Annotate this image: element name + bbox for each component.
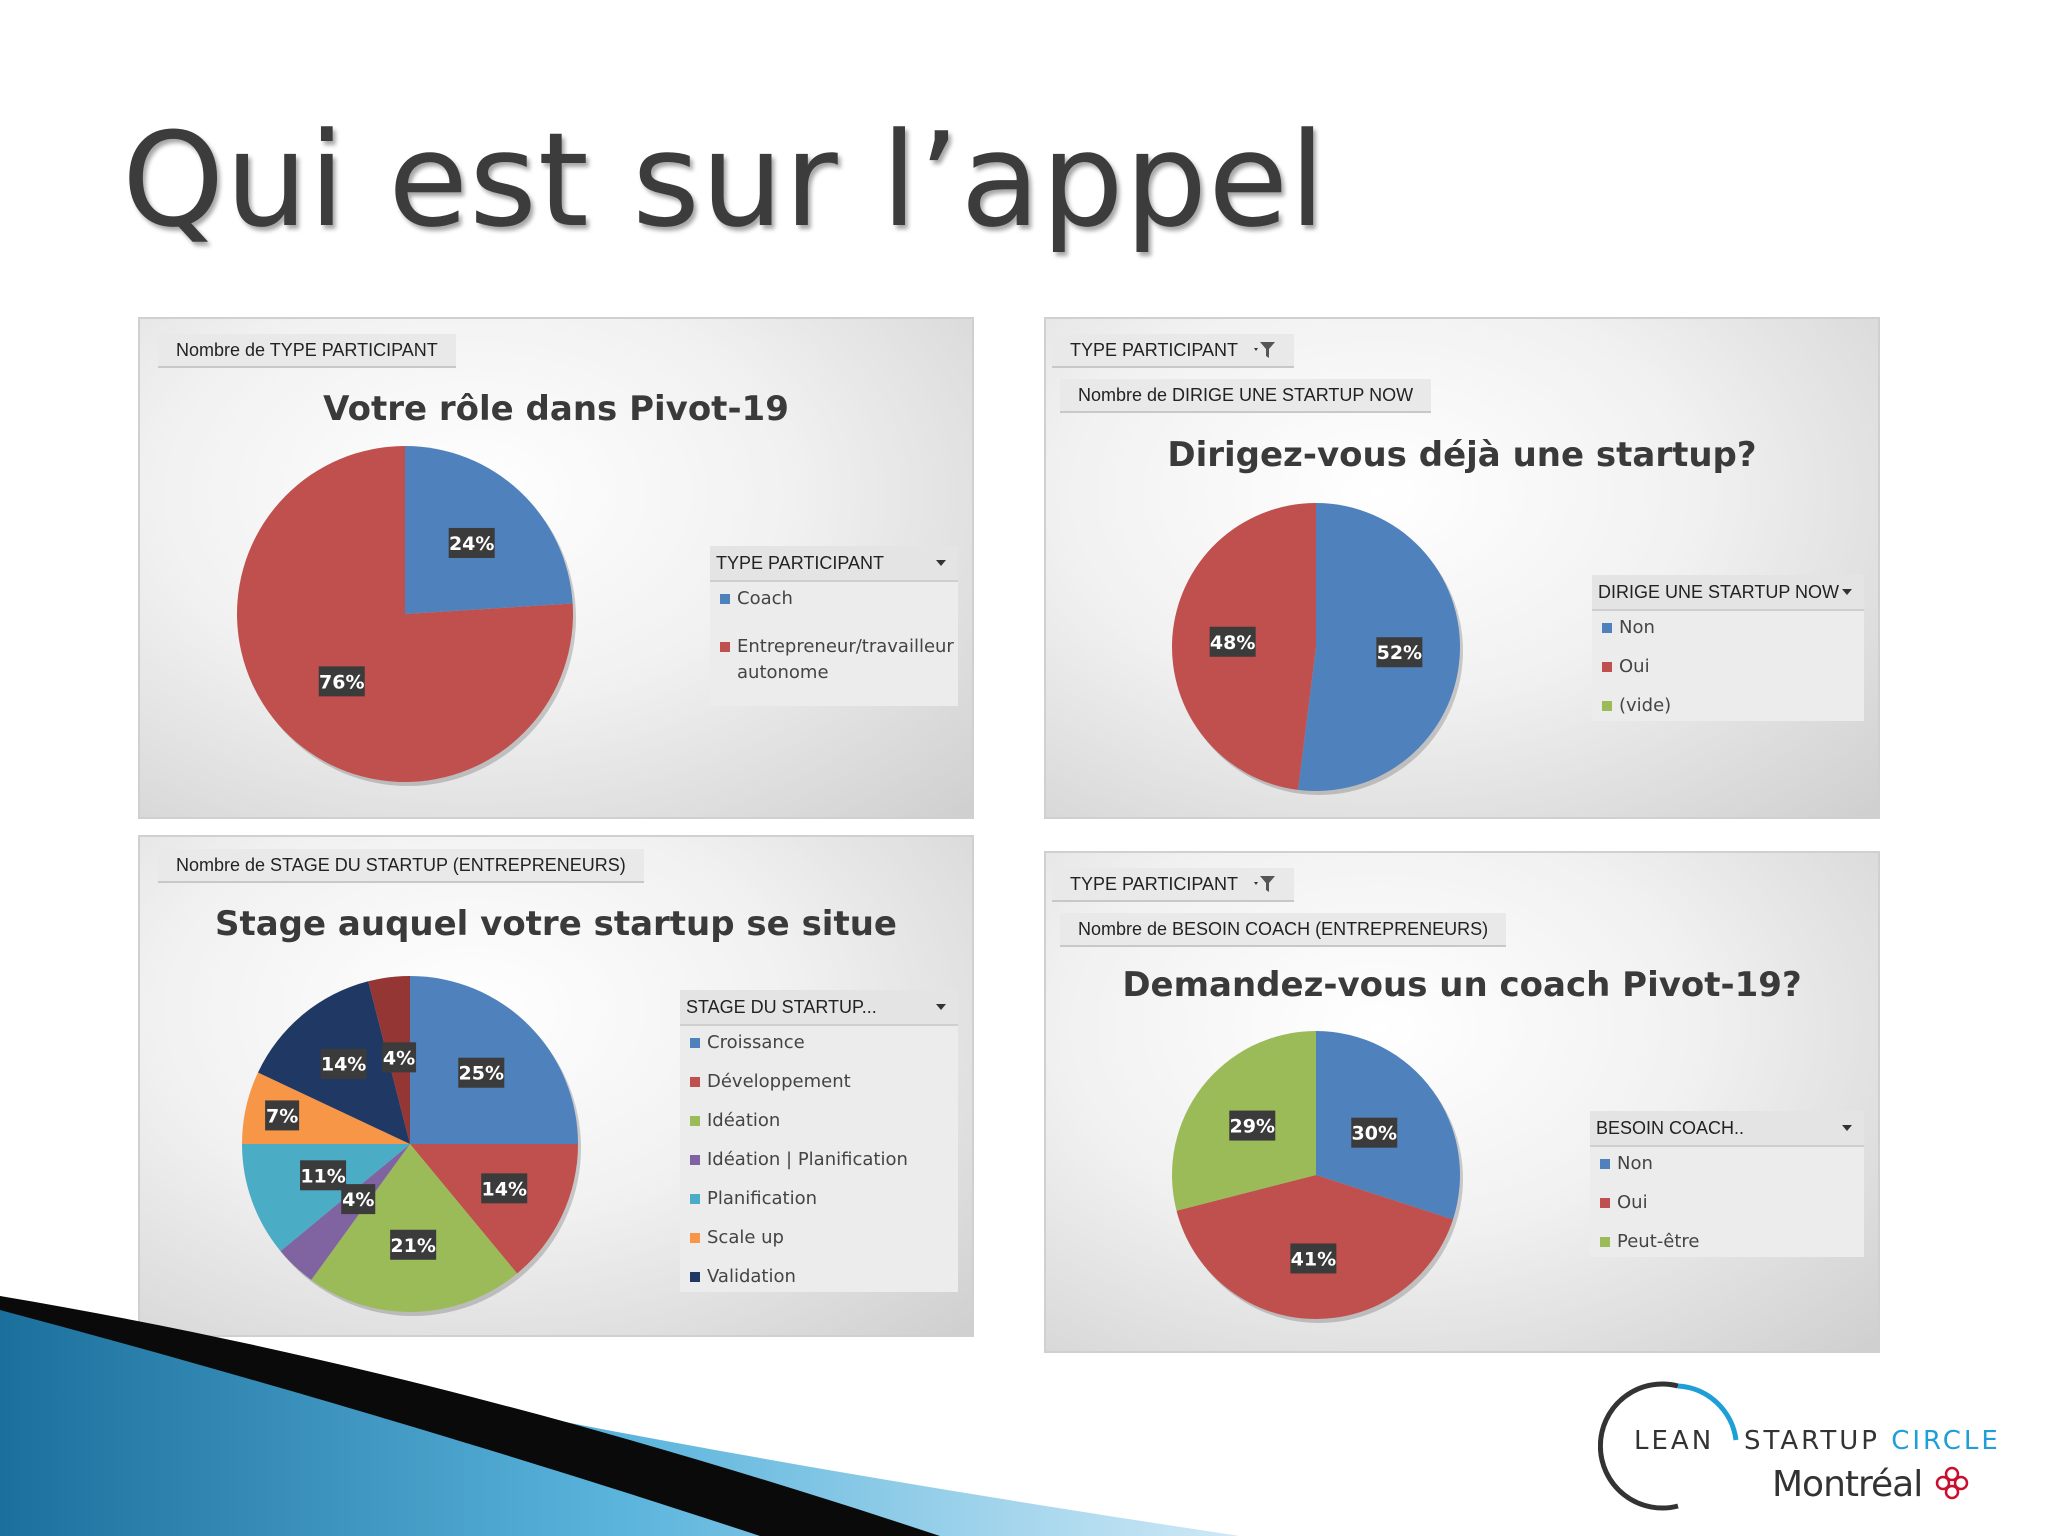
- data-label-box: [300, 1160, 347, 1191]
- legend-title: STAGE DU STARTUP...: [686, 996, 877, 1017]
- logo-startup-circle-text: STARTUP CIRCLE: [1744, 1426, 2001, 1456]
- chart-panel-stage: Nombre de STAGE DU STARTUP (ENTREPRENEUR…: [138, 835, 974, 1337]
- data-label-croissance: 25%: [459, 1063, 504, 1085]
- field-tag-label: TYPE PARTICIPANT: [1070, 339, 1239, 360]
- field-tag-count-stage[interactable]: Nombre de STAGE DU STARTUP (ENTREPRENEUR…: [158, 849, 644, 883]
- legend-item-ideation: Idéation: [688, 1108, 950, 1134]
- legend-filter-dropdown[interactable]: STAGE DU STARTUP...: [680, 990, 958, 1026]
- legend-item-vide: (vide): [1600, 693, 1856, 719]
- data-label-planification: 11%: [300, 1165, 345, 1187]
- data-label-box: [318, 666, 365, 697]
- field-tag-count-type-participant[interactable]: Nombre de TYPE PARTICIPANT: [158, 334, 456, 368]
- montreal-rose-icon: [1935, 1466, 1968, 1500]
- legend-item-entrepreneur: Entrepreneur/travailleur autonome: [718, 634, 954, 686]
- legend-item-coach: Coach: [718, 586, 950, 612]
- legend: DIRIGE UNE STARTUP NOW Non Oui (vide): [1592, 575, 1864, 721]
- chart-title: Stage auquel votre startup se situe: [215, 904, 897, 944]
- data-label--autre-: 4%: [383, 1047, 415, 1069]
- pie-slice-id-ation[interactable]: [311, 1144, 518, 1312]
- data-label-box: [320, 1048, 367, 1079]
- pie-chart-stage: 25%14%21%4%11%7%14% 4%: [242, 976, 581, 1316]
- data-label-box: [265, 1100, 300, 1131]
- filter-icon: [1254, 876, 1276, 892]
- legend-title: BESOIN COACH..: [1596, 1117, 1745, 1138]
- legend-item-oui: Oui: [1600, 654, 1856, 680]
- logo-city-text: Montréal: [1772, 1464, 1971, 1505]
- pie-slice-entrepreneur-travailleur-autonome[interactable]: [236, 446, 573, 782]
- data-label-peut-tre: 29%: [1230, 1116, 1275, 1138]
- legend: TYPE PARTICIPANT Coach Entrepreneur/trav…: [710, 546, 958, 706]
- legend-item-ideation-planification: Idéation | Planification: [688, 1147, 950, 1173]
- field-tag-label: Nombre de STAGE DU STARTUP (ENTREPRENEUR…: [176, 854, 626, 875]
- legend-title: DIRIGE UNE STARTUP NOW: [1598, 581, 1840, 602]
- data-label-box: [1209, 626, 1256, 657]
- chart-title: Dirigez-vous déjà une startup?: [1167, 435, 1757, 475]
- logo-lean-text: LEAN: [1634, 1426, 1715, 1456]
- pie-chart-coach: 30% 41% 29%: [1172, 1031, 1463, 1323]
- legend-filter-dropdown[interactable]: DIRIGE UNE STARTUP NOW: [1592, 575, 1864, 611]
- legend: BESOIN COACH.. Non Oui Peut-être: [1590, 1111, 1864, 1257]
- data-label-box: [448, 527, 495, 558]
- dropdown-arrow-icon: [936, 1004, 946, 1010]
- field-tag-count-besoin-coach[interactable]: Nombre de BESOIN COACH (ENTREPRENEURS): [1060, 913, 1507, 947]
- data-label-box: [481, 1173, 528, 1204]
- data-label-oui: 48%: [1210, 632, 1255, 654]
- data-label-id-ation-planification: 4%: [342, 1189, 374, 1211]
- pie-slice-d-veloppement[interactable]: [410, 1144, 578, 1274]
- field-tag-label: Nombre de TYPE PARTICIPANT: [176, 339, 438, 360]
- field-tag-label: Nombre de DIRIGE UNE STARTUP NOW: [1078, 384, 1414, 405]
- data-label-id-ation: 21%: [390, 1235, 435, 1257]
- logo-ring-icon: [1598, 1381, 1739, 1511]
- legend-item-developpement: Développement: [688, 1069, 950, 1095]
- dropdown-arrow-icon: [1842, 589, 1852, 595]
- data-label-box: [382, 1042, 417, 1073]
- legend-filter-dropdown[interactable]: BESOIN COACH..: [1590, 1111, 1864, 1147]
- data-label-box: [1351, 1117, 1398, 1148]
- lean-startup-circle-logo: LEAN STARTUP CIRCLE Montréal: [1598, 1376, 2008, 1516]
- legend-item-peut-etre: Peut-être: [1598, 1229, 1856, 1255]
- data-label-box: [458, 1057, 505, 1088]
- field-tag-count-dirige[interactable]: Nombre de DIRIGE UNE STARTUP NOW: [1060, 379, 1432, 413]
- data-label-oui: 41%: [1291, 1248, 1336, 1270]
- data-label-box: [390, 1229, 437, 1260]
- data-label-validation: 14%: [321, 1054, 366, 1076]
- slide-title: Qui est sur l’appel: [122, 104, 1327, 256]
- data-label-box: [1376, 637, 1423, 668]
- chart-title: Votre rôle dans Pivot-19: [323, 389, 789, 429]
- data-label-non: 52%: [1377, 642, 1422, 664]
- legend-item-planification: Planification: [688, 1186, 950, 1212]
- chart-title: Demandez-vous un coach Pivot-19?: [1122, 965, 1802, 1005]
- chart-panel-role: Nombre de TYPE PARTICIPANT Votre rôle da…: [138, 317, 974, 819]
- legend-item-scale-up: Scale up: [688, 1225, 950, 1251]
- legend-item-non: Non: [1600, 615, 1856, 641]
- data-label-box: [1290, 1243, 1337, 1274]
- field-tag-label: TYPE PARTICIPANT: [1070, 873, 1239, 894]
- pie-chart-startup: 52% 48%: [1172, 503, 1463, 795]
- field-tag-label: Nombre de BESOIN COACH (ENTREPRENEURS): [1078, 918, 1489, 939]
- legend-item-croissance: Croissance: [688, 1030, 950, 1056]
- chart-panel-startup: TYPE PARTICIPANT Nombre de DIRIGE UNE ST…: [1044, 317, 1880, 819]
- legend-filter-dropdown[interactable]: TYPE PARTICIPANT: [710, 546, 958, 582]
- data-label-non: 30%: [1352, 1123, 1397, 1145]
- chart-panel-coach: TYPE PARTICIPANT Nombre de BESOIN COACH …: [1044, 851, 1880, 1353]
- pie-slice-planification[interactable]: [242, 1144, 410, 1252]
- filter-tag-type-participant[interactable]: TYPE PARTICIPANT: [1052, 868, 1295, 902]
- legend-title: TYPE PARTICIPANT: [716, 552, 885, 573]
- legend-item-oui: Oui: [1598, 1190, 1856, 1216]
- data-label-scale-up: 7%: [266, 1105, 298, 1127]
- dropdown-arrow-icon: [936, 560, 946, 566]
- data-label-box: [1229, 1110, 1276, 1141]
- legend-item-non: Non: [1598, 1151, 1856, 1177]
- pie-chart-role: 24% 76%: [236, 446, 576, 786]
- filter-tag-type-participant[interactable]: TYPE PARTICIPANT: [1052, 334, 1295, 368]
- data-label-d-veloppement: 14%: [482, 1178, 527, 1200]
- data-label-entrepreneur-travailleur-autonome: 76%: [319, 671, 364, 693]
- dropdown-arrow-icon: [1842, 1125, 1852, 1131]
- legend: STAGE DU STARTUP... Croissance Développe…: [680, 990, 958, 1292]
- data-label-coach: 24%: [449, 533, 494, 555]
- data-label-box: [341, 1184, 376, 1215]
- filter-icon: [1254, 342, 1276, 358]
- legend-item-validation: Validation: [688, 1264, 950, 1290]
